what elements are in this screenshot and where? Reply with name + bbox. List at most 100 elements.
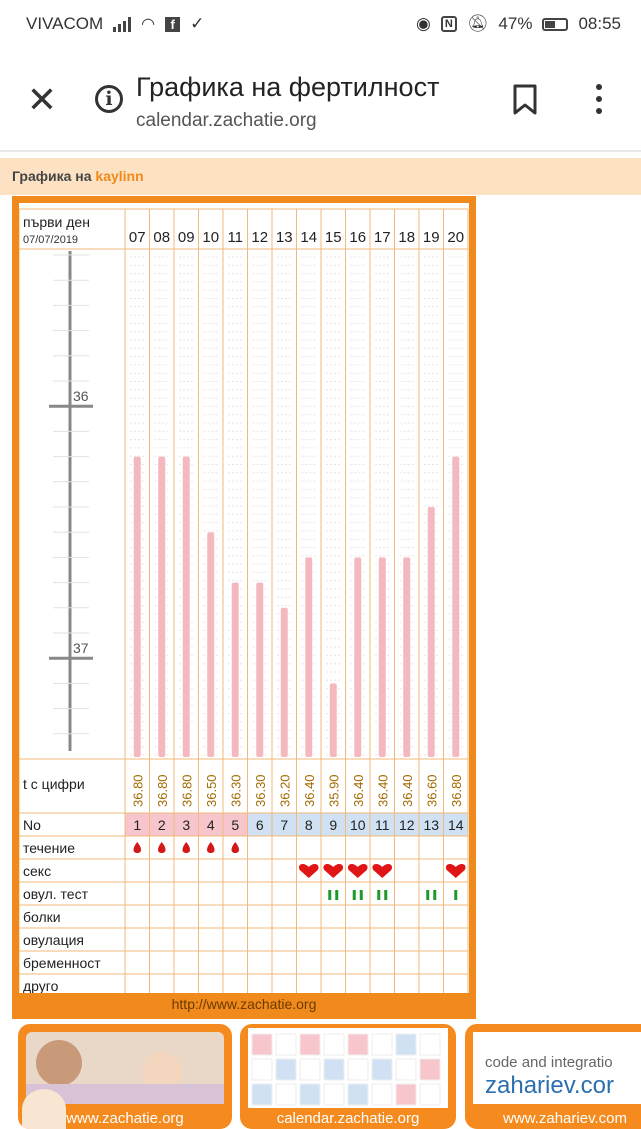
temperature-value-label: 36.80 (179, 774, 194, 807)
cycle-day-number: 13 (423, 817, 439, 833)
temperature-bar[interactable] (207, 532, 215, 757)
temperature-bar[interactable] (280, 607, 288, 757)
temperature-bar[interactable] (256, 582, 264, 757)
cycle-day-number: 11 (375, 817, 390, 833)
cycle-day-number: 12 (399, 817, 415, 833)
date-column-label: 08 (153, 229, 170, 246)
ovulation-test-line (426, 890, 430, 900)
bookmark-icon[interactable] (512, 84, 538, 116)
date-column-label: 13 (276, 229, 293, 246)
heart-icon (372, 863, 393, 878)
date-column-label: 12 (251, 229, 268, 246)
mini-calendar-cell (419, 1083, 441, 1106)
cycle-day-cell (345, 813, 370, 836)
temperature-bar[interactable] (305, 557, 313, 757)
mini-calendar-cell (419, 1058, 441, 1081)
temperature-bar[interactable] (403, 557, 411, 757)
banner-calendar[interactable]: calendar.zachatie.org (240, 1024, 456, 1129)
status-left: VIVACOM ◠ f ✓ (26, 14, 204, 34)
chart-heading-prefix: Графика на (12, 168, 92, 184)
close-icon[interactable]: ✕ (26, 79, 58, 120)
temperature-bar[interactable] (231, 582, 239, 757)
temperature-value-label: 36.40 (351, 774, 366, 807)
banner-zahariev[interactable]: code and integratio zahariev.cor www.zah… (465, 1024, 641, 1129)
cycle-day-number: 10 (350, 817, 366, 833)
mini-calendar-cell (419, 1033, 441, 1056)
ovulation-test-line (335, 890, 339, 900)
row-label: секс (23, 863, 51, 879)
date-column-label: 20 (447, 229, 464, 246)
flow-drop-icon (231, 842, 239, 853)
facebook-icon: f (165, 16, 181, 32)
temperature-bar[interactable] (329, 683, 337, 757)
temperature-value-label: 36.80 (155, 774, 170, 807)
temperature-bar[interactable] (182, 456, 190, 757)
row-label: болки (23, 909, 61, 925)
eye-icon: ◉ (416, 14, 431, 33)
cycle-day-cell (296, 813, 321, 836)
temperature-value-label: 36.40 (302, 774, 317, 807)
temperature-bar[interactable] (354, 557, 362, 757)
cycle-day-cell (149, 813, 174, 836)
temperature-value-label: 36.20 (277, 774, 292, 807)
date-column-label: 09 (178, 229, 195, 246)
page-title: Графика на фертилност (136, 72, 440, 102)
date-column-label: 19 (423, 229, 440, 246)
mini-calendar-cell (275, 1033, 297, 1056)
chart-heading-user[interactable]: kaylinn (95, 168, 144, 184)
cycle-day-cell (272, 813, 297, 836)
banner-zachatie[interactable]: www.zachatie.org (18, 1024, 232, 1129)
cycle-day-number: 14 (448, 817, 464, 833)
more-menu-icon[interactable] (592, 84, 606, 118)
date-column-label: 18 (398, 229, 415, 246)
first-day-date: 07/07/2019 (23, 234, 78, 246)
zahariev-line2: zahariev.cor (485, 1072, 614, 1099)
heart-icon (298, 863, 319, 878)
family-photo (26, 1032, 224, 1104)
cycle-day-cell (125, 813, 150, 836)
flow-drop-icon (158, 842, 166, 853)
mini-calendar-cell (251, 1083, 273, 1106)
chart-footer-link[interactable]: http://www.zachatie.org (171, 996, 317, 1012)
cycle-day-number: 4 (207, 817, 215, 833)
temperature-bar[interactable] (452, 456, 460, 757)
mini-calendar-cell (251, 1033, 273, 1056)
banner-caption: www.zahariev.com (503, 1110, 627, 1127)
cycle-day-number: 7 (280, 817, 288, 833)
flow-drop-icon (182, 842, 190, 853)
cycle-day-number: 9 (329, 817, 337, 833)
temperature-bar[interactable] (427, 507, 435, 757)
flow-drop-icon (133, 842, 141, 853)
cycle-day-cell (443, 813, 468, 836)
date-column-label: 10 (202, 229, 219, 246)
heart-icon (323, 863, 344, 878)
date-column-label: 14 (300, 229, 317, 246)
temp-row-label: t с цифри (23, 776, 85, 792)
date-column-label: 16 (349, 229, 366, 246)
signal-icon (113, 16, 132, 32)
mini-calendar-cell (323, 1058, 345, 1081)
page-url[interactable]: calendar.zachatie.org (136, 110, 317, 131)
temperature-value-label: 35.90 (326, 774, 341, 807)
temperature-value-label: 36.30 (228, 774, 243, 807)
ovulation-test-line (352, 890, 356, 900)
row-label: бременност (23, 955, 101, 971)
mini-calendar-cell (347, 1083, 369, 1106)
temperature-bar[interactable] (158, 456, 166, 757)
custom-tab-toolbar: ✕ i Графика на фертилност calendar.zacha… (0, 52, 641, 152)
info-icon[interactable]: i (95, 85, 123, 113)
temperature-bar[interactable] (133, 456, 141, 757)
temperature-bar[interactable] (378, 557, 386, 757)
ovulation-test-line (384, 890, 388, 900)
cycle-day-cell (223, 813, 248, 836)
temperature-value-label: 36.60 (424, 774, 439, 807)
temperature-value-label: 36.40 (400, 774, 415, 807)
mini-calendar-cell (275, 1058, 297, 1081)
mini-calendar-cell (251, 1058, 273, 1081)
banner-caption: calendar.zachatie.org (276, 1110, 420, 1127)
date-column-label: 15 (325, 229, 342, 246)
date-column-label: 11 (227, 229, 243, 246)
cycle-day-number: 3 (182, 817, 190, 833)
status-bar: VIVACOM ◠ f ✓ ◉ N 🔕︎ 47% 08:55 (0, 0, 641, 52)
